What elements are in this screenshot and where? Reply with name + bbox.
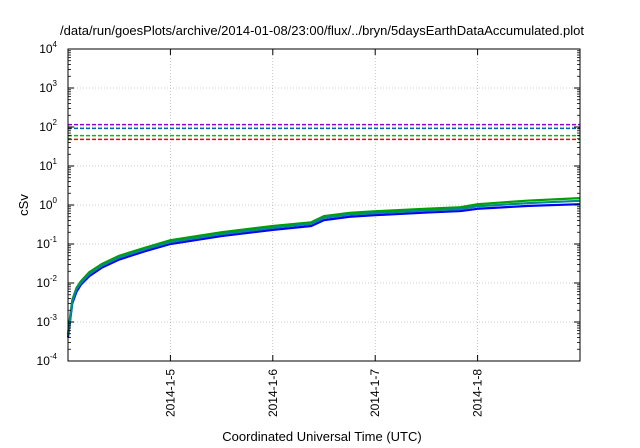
y-tick-exponent: 0 bbox=[53, 196, 58, 205]
y-tick-exponent: 4 bbox=[53, 40, 58, 49]
y-tick-label: 10-1 bbox=[37, 235, 58, 251]
y-tick-exponent: 2 bbox=[53, 118, 58, 127]
y-tick-label: 103 bbox=[39, 79, 57, 95]
y-tick-label: 101 bbox=[39, 157, 57, 173]
series-line bbox=[66, 197, 581, 334]
x-tick-label: 2014-1-5 bbox=[163, 369, 177, 417]
reference-lines bbox=[68, 123, 580, 141]
x-tick-label: 2014-1-6 bbox=[266, 369, 280, 417]
y-tick-label: 10-4 bbox=[37, 352, 58, 368]
x-axis: 2014-1-5 2014-1-6 2014-1-7 2014-1-8 bbox=[163, 49, 485, 417]
y-tick-exponent: -1 bbox=[50, 235, 58, 244]
y-tick-label: 10-3 bbox=[37, 313, 58, 329]
y-tick-exponent: 1 bbox=[53, 157, 58, 166]
x-axis-label: Coordinated Universal Time (UTC) bbox=[222, 429, 421, 444]
y-tick-label: 104 bbox=[39, 40, 57, 56]
y-tick-exponent: -4 bbox=[50, 352, 58, 361]
series-line bbox=[66, 199, 581, 336]
y-tick-label: 10-2 bbox=[37, 274, 58, 290]
series-line bbox=[66, 203, 581, 338]
y-axis-label: cSv bbox=[16, 194, 31, 216]
chart-title: /data/run/goesPlots/archive/2014-01-08/2… bbox=[60, 23, 584, 38]
y-tick-exponent: 3 bbox=[53, 79, 58, 88]
x-tick-label: 2014-1-8 bbox=[471, 369, 485, 417]
y-tick-label: 100 bbox=[39, 196, 57, 212]
y-tick-exponent: -3 bbox=[50, 313, 58, 322]
x-tick-label: 2014-1-7 bbox=[368, 369, 382, 417]
series-lines bbox=[66, 197, 581, 338]
y-tick-label: 102 bbox=[39, 118, 57, 134]
y-tick-exponent: -2 bbox=[50, 274, 58, 283]
